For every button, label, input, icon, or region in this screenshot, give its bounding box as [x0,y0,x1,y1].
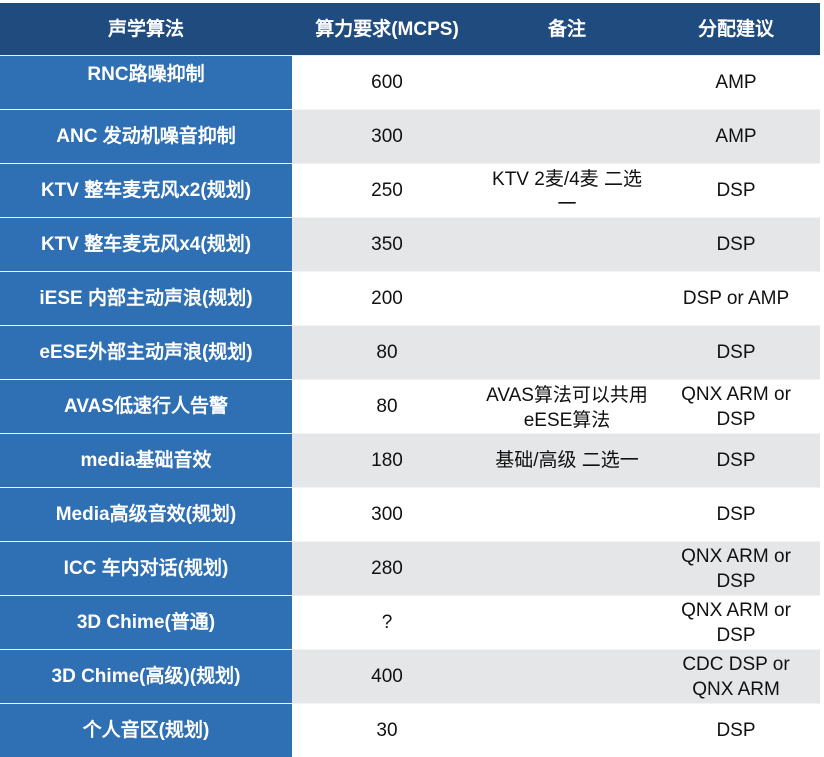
algorithm-cell: ANC 发动机噪音抑制 [0,110,292,163]
allocation-cell: DSP [652,704,820,757]
header-algorithm: 声学算法 [107,18,184,40]
mcps-cell: 80 [292,380,482,433]
allocation-cell: AMP [652,56,820,109]
allocation-cell: QNX ARM or DSP [652,596,820,649]
table-row: ANC 发动机噪音抑制 300 AMP [0,109,820,163]
mcps-cell: 30 [292,704,482,757]
allocation-cell: QNX ARM or DSP [652,542,820,595]
algorithm-cell: eESE外部主动声浪(规划) [0,326,292,379]
mcps-cell: 600 [292,56,482,109]
mcps-cell: 280 [292,542,482,595]
mcps-cell: 300 [292,488,482,541]
note-cell: KTV 2麦/4麦 二选一 [482,164,652,217]
algorithm-cell: 3D Chime(高级)(规划) [0,650,292,703]
algorithm-cell: KTV 整车麦克风x2(规划) [0,164,292,217]
table-row: RNC路噪抑制 600 AMP [0,55,820,109]
note-cell [482,488,652,541]
allocation-cell: AMP [652,110,820,163]
allocation-cell: DSP [652,488,820,541]
note-cell: AVAS算法可以共用eESE算法 [482,380,652,433]
mcps-cell: 350 [292,218,482,271]
table-row: Media高级音效(规划) 300 DSP [0,487,820,541]
mcps-cell: 300 [292,110,482,163]
table-row: KTV 整车麦克风x2(规划) 250 KTV 2麦/4麦 二选一 DSP [0,163,820,217]
allocation-cell: QNX ARM or DSP [652,380,820,433]
mcps-cell: ? [292,596,482,649]
note-cell [482,110,652,163]
mcps-cell: 180 [292,434,482,487]
mcps-cell: 200 [292,272,482,325]
mcps-cell: 80 [292,326,482,379]
table-row: 3D Chime(高级)(规划) 400 CDC DSP or QNX ARM [0,649,820,703]
header-allocation: 分配建议 [697,18,774,40]
header-note: 备注 [547,18,586,40]
header-mcps: 算力要求(MCPS) [315,18,459,40]
table-header: 声学算法 算力要求(MCPS) 备注 分配建议 [0,3,820,55]
allocation-cell: DSP [652,326,820,379]
algorithm-cell: 个人音区(规划) [0,704,292,757]
algorithm-cell: ICC 车内对话(规划) [0,542,292,595]
table-row: 个人音区(规划) 30 DSP [0,703,820,757]
allocation-cell: DSP [652,218,820,271]
allocation-cell: CDC DSP or QNX ARM [652,650,820,703]
table-row: media基础音效 180 基础/高级 二选一 DSP [0,433,820,487]
mcps-cell: 400 [292,650,482,703]
mcps-cell: 250 [292,164,482,217]
algorithm-cell: KTV 整车麦克风x4(规划) [0,218,292,271]
allocation-table: 声学算法 算力要求(MCPS) 备注 分配建议 RNC路噪抑制 600 AMP ANC… [0,3,820,757]
table-row: AVAS低速行人告警 80 AVAS算法可以共用eESE算法 QNX ARM or D… [0,379,820,433]
note-cell [482,56,652,109]
allocation-cell: DSP [652,434,820,487]
note-cell [482,596,652,649]
algorithm-cell: RNC路噪抑制 [0,56,292,109]
note-cell [482,704,652,757]
allocation-cell: DSP [652,164,820,217]
table-row: 3D Chime(普通)? QNX ARM or DSP [0,595,820,649]
note-cell [482,326,652,379]
note-cell [482,650,652,703]
algorithm-cell: 3D Chime(普通) [0,596,292,649]
note-cell [482,542,652,595]
algorithm-cell: iESE 内部主动声浪(规划) [0,272,292,325]
table-row: ICC 车内对话(规划) 280 QNX ARM or DSP [0,541,820,595]
algorithm-cell: Media高级音效(规划) [0,488,292,541]
table-row: iESE 内部主动声浪(规划) 200 DSP or AMP [0,271,820,325]
algorithm-cell: AVAS低速行人告警 [0,380,292,433]
note-cell [482,272,652,325]
note-cell [482,218,652,271]
table-row: KTV 整车麦克风x4(规划) 350 DSP [0,217,820,271]
table-row: eESE外部主动声浪(规划) 80 DSP [0,325,820,379]
algorithm-cell: media基础音效 [0,434,292,487]
note-cell: 基础/高级 二选一 [482,434,652,487]
table-body: RNC路噪抑制 600 AMP ANC 发动机噪音抑制 300 AMP KTV 整车麦克风x… [0,55,820,757]
allocation-cell: DSP or AMP [652,272,820,325]
